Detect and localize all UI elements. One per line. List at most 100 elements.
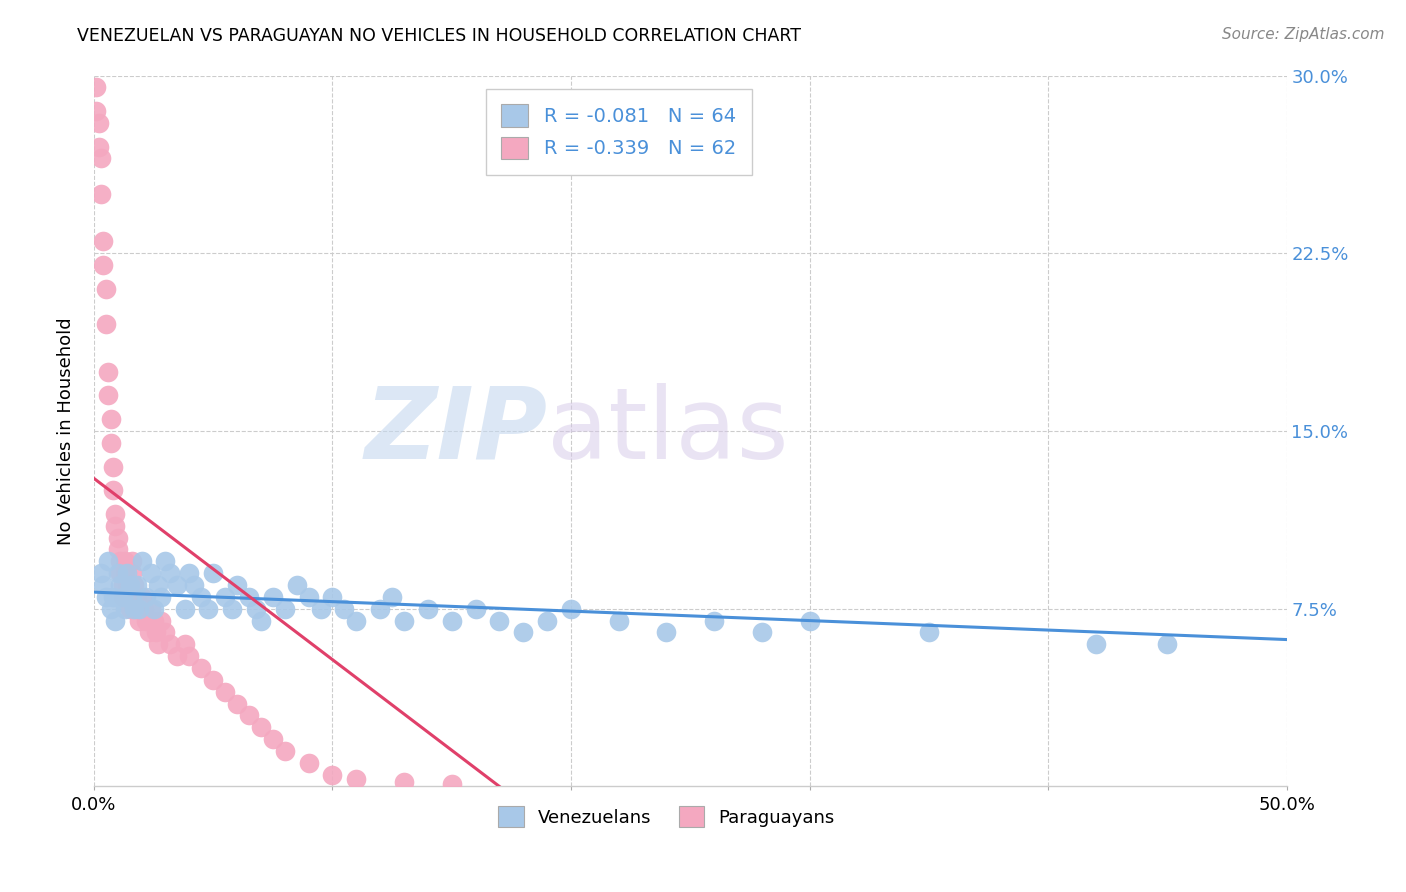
Point — [166, 578, 188, 592]
Point — [93, 235, 115, 249]
Point — [321, 590, 343, 604]
Text: atlas: atlas — [547, 383, 789, 480]
Point — [97, 388, 120, 402]
Point — [274, 601, 297, 615]
Point — [464, 601, 486, 615]
Point — [190, 590, 212, 604]
Point — [262, 590, 284, 604]
Point — [94, 318, 117, 332]
Point — [179, 566, 201, 581]
Point — [94, 282, 117, 296]
Point — [238, 590, 260, 604]
Point — [141, 566, 163, 581]
Point — [183, 578, 205, 592]
Point — [135, 590, 157, 604]
Point — [381, 590, 404, 604]
Point — [309, 601, 332, 615]
Point — [321, 767, 343, 781]
Point — [104, 518, 127, 533]
Point — [274, 744, 297, 758]
Point — [114, 554, 136, 568]
Point — [245, 601, 267, 615]
Point — [173, 601, 195, 615]
Point — [512, 625, 534, 640]
Point — [145, 625, 167, 640]
Point — [101, 483, 124, 498]
Point — [250, 720, 273, 734]
Point — [297, 590, 319, 604]
Point — [148, 578, 170, 592]
Point — [221, 601, 243, 615]
Point — [100, 435, 122, 450]
Point — [262, 732, 284, 747]
Point — [104, 507, 127, 521]
Text: VENEZUELAN VS PARAGUAYAN NO VEHICLES IN HOUSEHOLD CORRELATION CHART: VENEZUELAN VS PARAGUAYAN NO VEHICLES IN … — [77, 27, 801, 45]
Point — [111, 590, 134, 604]
Point — [226, 697, 249, 711]
Point — [141, 601, 163, 615]
Point — [148, 637, 170, 651]
Point — [121, 566, 143, 581]
Point — [124, 578, 146, 592]
Point — [114, 601, 136, 615]
Point — [86, 80, 108, 95]
Point — [285, 578, 308, 592]
Point — [214, 590, 236, 604]
Point — [190, 661, 212, 675]
Point — [108, 578, 131, 592]
Point — [1084, 637, 1107, 651]
Point — [100, 601, 122, 615]
Point — [202, 673, 225, 687]
Point — [100, 412, 122, 426]
Point — [121, 554, 143, 568]
Point — [86, 104, 108, 119]
Point — [94, 590, 117, 604]
Point — [333, 601, 356, 615]
Point — [344, 614, 367, 628]
Point — [416, 601, 439, 615]
Point — [440, 614, 463, 628]
Point — [918, 625, 941, 640]
Point — [560, 601, 582, 615]
Point — [114, 566, 136, 581]
Point — [159, 637, 181, 651]
Point — [97, 554, 120, 568]
Point — [368, 601, 391, 615]
Point — [159, 566, 181, 581]
Point — [131, 554, 153, 568]
Point — [87, 139, 110, 153]
Point — [101, 459, 124, 474]
Point — [751, 625, 773, 640]
Point — [142, 614, 165, 628]
Point — [107, 531, 129, 545]
Point — [202, 566, 225, 581]
Point — [125, 590, 148, 604]
Text: Source: ZipAtlas.com: Source: ZipAtlas.com — [1222, 27, 1385, 42]
Point — [226, 578, 249, 592]
Point — [1156, 637, 1178, 651]
Point — [108, 554, 131, 568]
Point — [128, 614, 150, 628]
Point — [238, 708, 260, 723]
Point — [124, 601, 146, 615]
Point — [93, 258, 115, 272]
Point — [125, 578, 148, 592]
Point — [132, 601, 155, 615]
Point — [125, 601, 148, 615]
Point — [118, 590, 141, 604]
Point — [121, 590, 143, 604]
Point — [97, 365, 120, 379]
Point — [118, 578, 141, 592]
Point — [138, 625, 160, 640]
Point — [149, 590, 172, 604]
Point — [392, 614, 415, 628]
Point — [118, 601, 141, 615]
Point — [297, 756, 319, 770]
Point — [344, 772, 367, 787]
Point — [101, 590, 124, 604]
Point — [155, 625, 177, 640]
Point — [107, 542, 129, 557]
Point — [703, 614, 725, 628]
Point — [104, 614, 127, 628]
Point — [214, 684, 236, 698]
